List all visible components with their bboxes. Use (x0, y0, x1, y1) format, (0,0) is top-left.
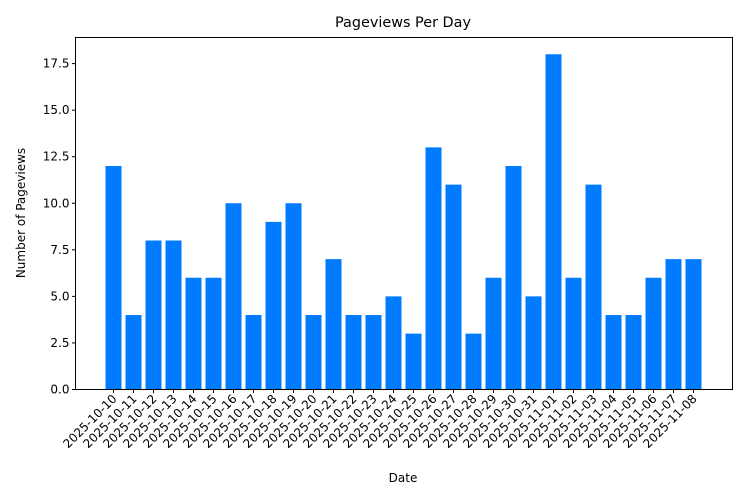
bar (545, 54, 562, 390)
bar (205, 277, 222, 390)
bars-group (105, 54, 702, 390)
y-tick-label: 10.0 (43, 196, 70, 210)
bar (625, 315, 642, 390)
y-tick-label: 17.5 (43, 57, 70, 71)
y-tick-label: 12.5 (43, 150, 70, 164)
bar (505, 166, 522, 390)
x-axis: 2025-10-102025-10-112025-10-122025-10-13… (60, 389, 700, 451)
bar (605, 315, 622, 390)
chart-title: Pageviews Per Day (335, 15, 471, 31)
bar (265, 221, 282, 390)
plot-frame (75, 37, 733, 390)
bar (645, 277, 662, 390)
bar (285, 203, 302, 390)
bar (225, 203, 242, 390)
bar (165, 240, 182, 390)
bar (185, 277, 202, 390)
bar (465, 333, 482, 390)
bar (345, 315, 362, 390)
y-axis-label: Number of Pageviews (14, 148, 28, 278)
bar (665, 259, 682, 390)
bar (585, 184, 602, 390)
y-tick-label: 2.5 (50, 336, 69, 350)
x-axis-label: Date (389, 471, 418, 485)
bar (325, 259, 342, 390)
bar (445, 184, 462, 390)
bar (525, 296, 542, 390)
y-tick-label: 0.0 (50, 383, 69, 397)
bar (405, 333, 422, 390)
y-tick-label: 7.5 (50, 243, 69, 257)
y-axis: 0.0 2.5 5.0 7.5 10.0 12.5 15.0 17.5 (43, 57, 76, 397)
bar (105, 166, 122, 390)
bar (125, 315, 142, 390)
bar (685, 259, 702, 390)
y-tick-label: 15.0 (43, 103, 70, 117)
bar (145, 240, 162, 390)
y-tick-label: 5.0 (50, 289, 69, 303)
bar (425, 147, 442, 390)
bar (365, 315, 382, 390)
bar (565, 277, 582, 390)
bar (305, 315, 322, 390)
bar (485, 277, 502, 390)
bar (385, 296, 402, 390)
bar (245, 315, 262, 390)
